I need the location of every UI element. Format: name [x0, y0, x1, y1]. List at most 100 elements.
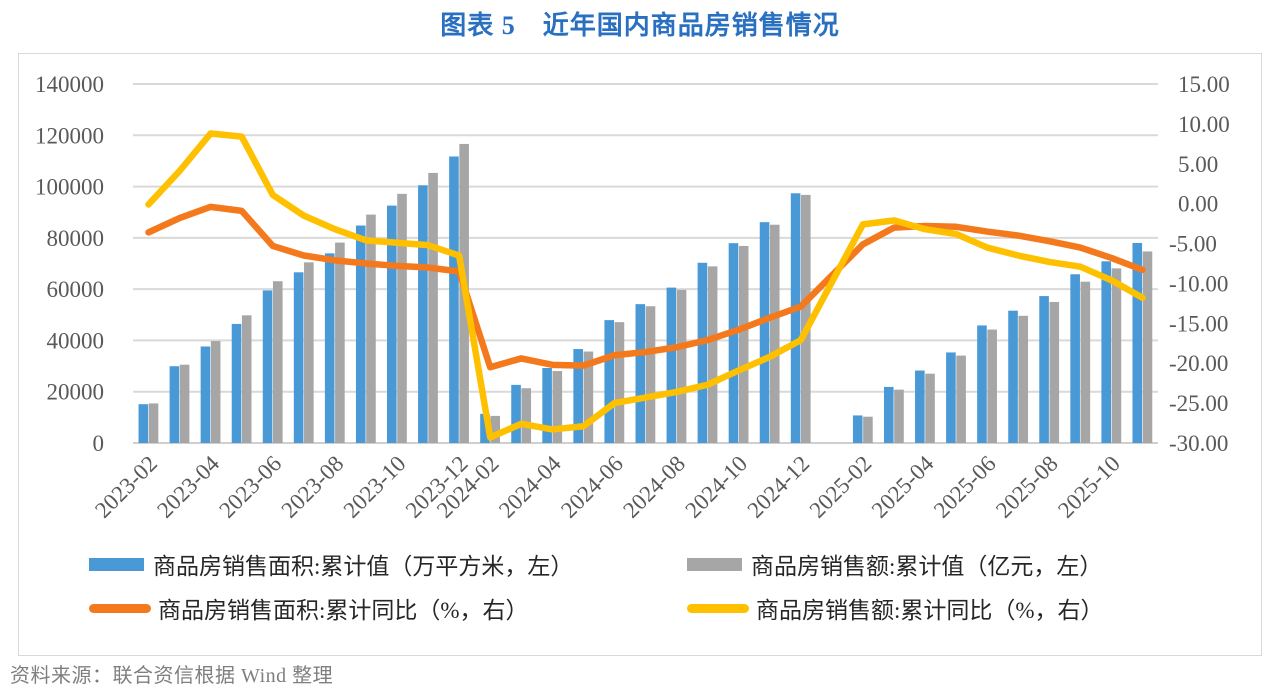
left-axis-tick-label: 120000	[35, 123, 104, 148]
legend-label: 商品房销售额:累计值（亿元，左）	[751, 554, 1103, 579]
legend-item-sales-value-cumulative: 商品房销售额:累计值（亿元，左）	[687, 550, 1219, 579]
left-axis-tick-label: 20000	[47, 380, 105, 405]
bar-area-cum	[790, 193, 801, 443]
right-axis-tick-label: 10.00	[1178, 112, 1230, 137]
legend-item-sales-area-yoy: 商品房销售面积:累计同比（%，右）	[89, 594, 687, 623]
bar-area-cum	[1039, 296, 1049, 443]
bar-value-cum	[676, 289, 687, 443]
bar-area-cum	[293, 272, 304, 443]
right-axis-tick-label: 0.00	[1178, 192, 1218, 217]
bar-value-cum	[521, 388, 532, 443]
bar-value-cum	[1080, 281, 1091, 443]
bar-area-cum	[449, 156, 459, 443]
bar-value-cum	[1049, 301, 1060, 443]
bar-area-cum	[1008, 310, 1018, 443]
chart-container: 0 20000 40000 60000 80000 100000 120000 140000 1…	[18, 53, 1262, 656]
x-axis-tick-label: 2023-10	[339, 451, 411, 523]
bar-area-cum	[697, 262, 708, 443]
bar-area-cum	[573, 349, 583, 443]
bar-area-cum	[262, 290, 273, 443]
right-axis-tick-label: -30.00	[1169, 431, 1228, 456]
bar-value-cum	[272, 281, 283, 443]
bar-area-cum	[387, 205, 397, 443]
bar-area-cum	[511, 384, 521, 443]
bar-value-cum	[1142, 251, 1153, 443]
bar-area-cum	[231, 323, 242, 443]
bar-value-cum	[335, 242, 345, 443]
bar-area-cum	[852, 415, 863, 443]
figure-title: 图表 5 近年国内商品房销售情况	[440, 11, 840, 40]
bar-area-cum	[355, 225, 366, 443]
bar-area-cum	[915, 370, 925, 443]
x-axis-tick-label: 2025-10	[1053, 451, 1125, 523]
legend-label: 商品房销售面积:累计同比（%，右）	[158, 598, 529, 623]
bar-value-cum	[925, 373, 935, 443]
x-axis-tick-label: 2023-08	[277, 451, 349, 523]
source-note: 资料来源：联合资信根据 Wind 整理	[10, 665, 334, 687]
right-axis-tick-label: -10.00	[1169, 271, 1228, 296]
chart-plot: 0 20000 40000 60000 80000 100000 120000 140000 1…	[35, 72, 1230, 523]
left-axis-tick-label: 60000	[47, 277, 105, 302]
bar-value-cum	[552, 371, 563, 443]
x-axis-tick-label: 2025-06	[929, 451, 1001, 523]
bar-value-cum	[583, 351, 594, 443]
bar-area-cum	[1070, 274, 1080, 443]
bar-area-cum	[666, 287, 677, 443]
right-axis-tick-label: -5.00	[1169, 232, 1217, 257]
bar-value-cum	[894, 389, 904, 443]
line-area-yoy	[145, 203, 1146, 371]
x-axis-tick-label: 2025-02	[805, 451, 877, 523]
legend-swatch-gray-bar	[687, 557, 742, 571]
bar-area-cum	[200, 346, 211, 443]
bar-value-cum	[179, 364, 190, 443]
left-axis-tick-label: 40000	[47, 328, 105, 353]
legend-swatch-orange-line	[89, 603, 151, 613]
right-axis-tick-label: -15.00	[1169, 311, 1228, 336]
bar-area-cum	[169, 366, 180, 443]
legend-swatch-yellow-line	[687, 603, 749, 613]
bar-area-cum	[138, 404, 149, 443]
legend-label: 商品房销售额:累计同比（%，右）	[756, 598, 1104, 623]
bar-value-cum	[148, 403, 159, 443]
legend-swatch-blue-bar	[89, 557, 144, 571]
right-axis-tick-label: 5.00	[1178, 152, 1218, 177]
bar-value-cum	[397, 193, 407, 443]
x-axis-tick-label: 2025-08	[991, 451, 1063, 523]
x-axis-tick-label: 2023-06	[214, 451, 286, 523]
bar-area-cum	[480, 413, 490, 443]
bar-area-cum	[977, 325, 987, 443]
left-axis-tick-label: 80000	[47, 226, 105, 251]
bar-area-cum	[418, 185, 428, 443]
bar-value-cum	[645, 306, 656, 443]
bar-value-cum	[490, 415, 500, 443]
x-axis-tick-label: 2024-10	[680, 451, 752, 523]
bar-area-cum	[759, 222, 770, 443]
bar-area-cum	[635, 304, 646, 443]
x-axis-tick-label: 2024-04	[494, 451, 566, 523]
x-axis-tick-label: 2023-04	[152, 451, 224, 523]
x-axis-tick-label: 2024-06	[556, 451, 628, 523]
bar-value-cum	[1018, 315, 1029, 443]
legend-item-sales-area-cumulative: 商品房销售面积:累计值（万平方米，左）	[89, 550, 687, 579]
chart-legend: 商品房销售面积:累计值（万平方米，左） 商品房销售额:累计值（亿元，左） 商品房…	[89, 550, 1219, 623]
right-axis-tick-label: -20.00	[1169, 351, 1228, 376]
x-axis-tick-label: 2024-12	[742, 451, 814, 523]
bar-value-cum	[863, 416, 873, 443]
bar-value-cum	[956, 355, 966, 443]
bar-value-cum	[614, 322, 625, 443]
left-axis-tick-label: 140000	[35, 72, 104, 97]
x-axis-tick-label: 2023-02	[90, 451, 162, 523]
bar-area-cum	[324, 253, 335, 443]
bar-area-cum	[946, 352, 956, 443]
bar-area-cum	[542, 367, 552, 443]
right-axis-tick-label: -25.00	[1169, 391, 1228, 416]
bar-value-cum	[769, 224, 780, 443]
bar-value-cum	[801, 194, 811, 443]
bar-value-cum	[241, 315, 252, 443]
bar-value-cum	[428, 172, 438, 443]
right-axis-tick-label: 15.00	[1178, 72, 1230, 97]
bar-area-cum	[728, 243, 739, 443]
bar-value-cum	[366, 214, 376, 443]
bar-value-cum	[304, 262, 314, 443]
